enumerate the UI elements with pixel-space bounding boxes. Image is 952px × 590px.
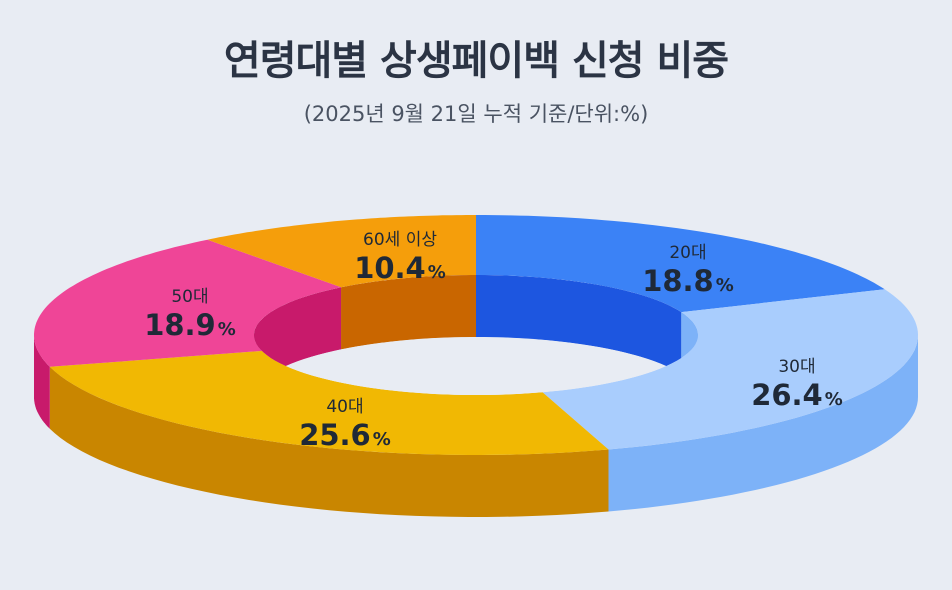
slice-label-60s: 60세 이상 bbox=[363, 230, 437, 250]
chart-subtitle: (2025년 9월 21일 누적 기준/단위:%) bbox=[303, 102, 649, 126]
slice-value-20s: 18.8% bbox=[642, 264, 734, 298]
slice-30s bbox=[542, 289, 918, 450]
donut-hole-floor bbox=[254, 337, 698, 395]
slice-20s bbox=[476, 215, 885, 313]
slice-value-40s: 25.6% bbox=[299, 418, 391, 452]
side-40s bbox=[49, 366, 609, 517]
slice-label-40s: 40대 bbox=[326, 397, 363, 417]
slice-value-30s: 26.4% bbox=[751, 378, 843, 412]
inner-side-60s bbox=[341, 275, 476, 350]
donut-outer-walls bbox=[34, 335, 918, 517]
donut-top-faces bbox=[34, 215, 918, 455]
side-30s bbox=[608, 335, 918, 512]
slice-label-50s: 50대 bbox=[171, 287, 208, 307]
slice-60s bbox=[207, 215, 476, 288]
slice-50s bbox=[34, 239, 342, 367]
slice-40s bbox=[49, 350, 609, 455]
chart-title: 연령대별 상생페이백 신청 비중 bbox=[223, 38, 729, 84]
side-50s bbox=[34, 335, 50, 429]
slice-value-50s: 18.9% bbox=[144, 308, 236, 342]
slice-label-30s: 30대 bbox=[778, 357, 815, 377]
inner-side-20s bbox=[476, 275, 682, 375]
slice-value-60s: 10.4% bbox=[354, 251, 446, 285]
slice-label-20s: 20대 bbox=[669, 243, 706, 263]
